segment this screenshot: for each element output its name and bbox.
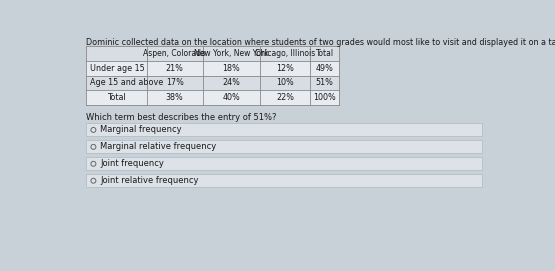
Text: 51%: 51% — [316, 79, 334, 88]
Bar — [87, 46, 339, 61]
Bar — [87, 123, 482, 137]
Text: Total: Total — [316, 49, 334, 58]
Bar — [87, 174, 482, 187]
Text: 100%: 100% — [314, 93, 336, 102]
Bar — [87, 76, 339, 90]
Text: 18%: 18% — [223, 64, 240, 73]
Text: Which term best describes the entry of 51%?: Which term best describes the entry of 5… — [87, 112, 277, 122]
Text: Under age 15: Under age 15 — [89, 64, 144, 73]
Text: 17%: 17% — [166, 79, 184, 88]
Text: 21%: 21% — [166, 64, 184, 73]
Text: 22%: 22% — [276, 93, 294, 102]
Bar — [87, 61, 339, 76]
Bar — [87, 140, 482, 153]
Text: 12%: 12% — [276, 64, 294, 73]
Text: 49%: 49% — [316, 64, 334, 73]
Text: Chicago, Illinois: Chicago, Illinois — [255, 49, 315, 58]
Text: 40%: 40% — [223, 93, 240, 102]
Text: Age 15 and above: Age 15 and above — [89, 79, 163, 88]
Text: Joint relative frequency: Joint relative frequency — [100, 176, 199, 185]
Text: Marginal relative frequency: Marginal relative frequency — [100, 142, 216, 151]
Bar — [87, 90, 339, 105]
Bar — [87, 157, 482, 170]
Text: Joint frequency: Joint frequency — [100, 159, 164, 168]
Text: 24%: 24% — [223, 79, 240, 88]
Text: 10%: 10% — [276, 79, 294, 88]
Text: Total: Total — [107, 93, 126, 102]
Text: 38%: 38% — [166, 93, 184, 102]
Text: Dominic collected data on the location where students of two grades would most l: Dominic collected data on the location w… — [87, 38, 555, 47]
Text: Marginal frequency: Marginal frequency — [100, 125, 182, 134]
Text: New York, New York: New York, New York — [194, 49, 269, 58]
Text: Aspen, Colorado: Aspen, Colorado — [143, 49, 206, 58]
